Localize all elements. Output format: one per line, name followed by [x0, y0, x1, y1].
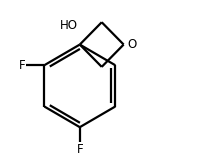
- Text: F: F: [76, 143, 83, 156]
- Text: HO: HO: [60, 19, 78, 32]
- Text: O: O: [127, 38, 137, 51]
- Text: F: F: [19, 59, 25, 72]
